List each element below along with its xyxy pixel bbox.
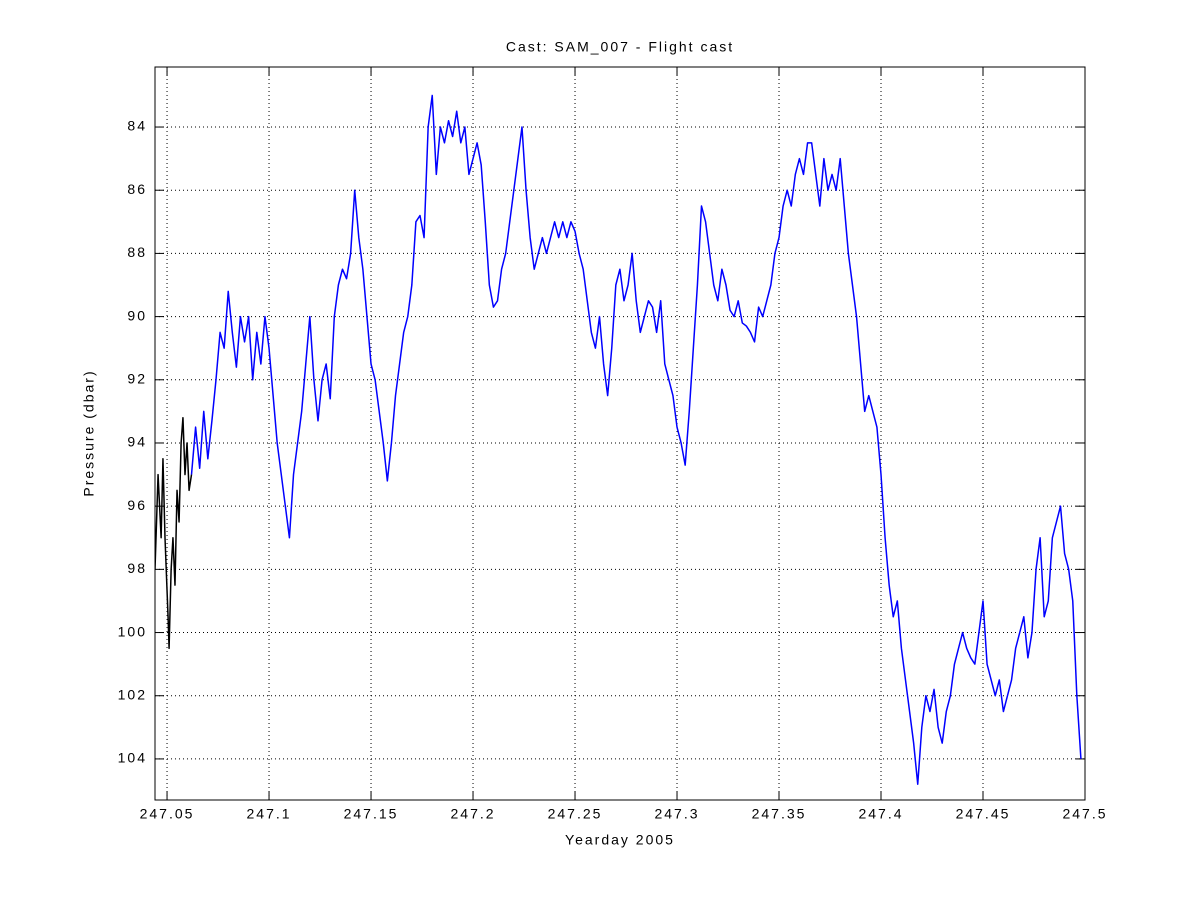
x-tick-label: 247.05 bbox=[140, 806, 195, 822]
y-tick-label: 104 bbox=[118, 750, 147, 766]
data-line bbox=[155, 416, 193, 650]
x-tick-label: 247.4 bbox=[858, 806, 903, 822]
x-tick-label: 247.45 bbox=[956, 806, 1011, 822]
x-tick-label: 247.3 bbox=[654, 806, 699, 822]
x-axis-label: Yearday 2005 bbox=[565, 832, 675, 848]
y-tick-label: 102 bbox=[118, 686, 147, 702]
grid bbox=[155, 67, 1086, 800]
x-tick-label: 247.15 bbox=[344, 806, 399, 822]
y-axis-label: Pressure (dbar) bbox=[81, 369, 97, 496]
y-tick-label: 92 bbox=[127, 370, 147, 386]
y-tick-label: 88 bbox=[127, 244, 147, 260]
y-tick-label: 90 bbox=[127, 307, 147, 323]
y-tick-label: 98 bbox=[127, 560, 147, 576]
plot-frame bbox=[154, 66, 1086, 801]
y-tick-label: 96 bbox=[127, 497, 147, 513]
x-tick-label: 247.1 bbox=[247, 806, 292, 822]
y-tick-label: 100 bbox=[118, 623, 147, 639]
y-tick-label: 94 bbox=[127, 434, 147, 450]
x-tick-label: 247.35 bbox=[752, 806, 807, 822]
y-tick-label: 84 bbox=[127, 118, 147, 134]
x-tick-label: 247.5 bbox=[1062, 806, 1107, 822]
plot-area bbox=[155, 94, 1082, 785]
x-tick-label: 247.2 bbox=[451, 806, 496, 822]
data-line bbox=[190, 94, 1082, 785]
chart-title: Cast: SAM_007 - Flight cast bbox=[506, 39, 734, 55]
x-tick-label: 247.25 bbox=[548, 806, 603, 822]
y-tick-label: 86 bbox=[127, 181, 147, 197]
